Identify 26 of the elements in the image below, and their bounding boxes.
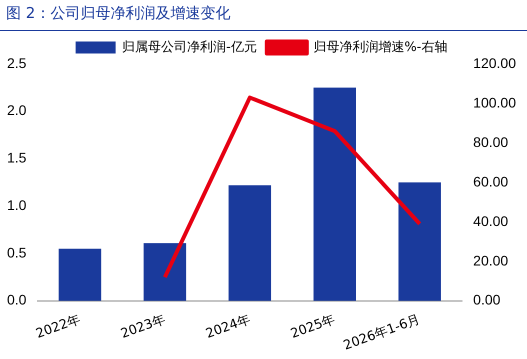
y-tick-label: 2.5 — [6, 54, 27, 71]
x-tick-label: 2026年1-6月 — [342, 312, 422, 354]
bar — [314, 88, 356, 301]
x-tick-label: 2023年 — [119, 312, 168, 342]
legend-label: 归母净利润增速%-右轴 — [313, 40, 448, 55]
y-tick-label: 2.0 — [6, 102, 27, 118]
y-tick-label: 0.0 — [6, 292, 27, 308]
y-tick-label: 1.5 — [6, 150, 27, 166]
y-tick-label: 1.0 — [6, 196, 27, 213]
bar — [398, 182, 441, 301]
y2-tick-label: 120.00 — [473, 54, 516, 71]
bar — [58, 248, 102, 301]
legend-label: 归属母公司净利润-亿元 — [122, 40, 257, 55]
y2-tick-label: 40.00 — [473, 212, 508, 229]
y2-tick-label: 60.00 — [473, 173, 508, 190]
y2-tick-label: 80.00 — [473, 134, 508, 150]
x-tick-label: 2024年 — [204, 312, 252, 342]
chart-title: 图 2：公司归母净利润及增速变化 — [0, 0, 527, 31]
bar — [144, 243, 186, 301]
y2-tick-label: 0.00 — [473, 292, 501, 308]
y2-tick-label: 100.00 — [473, 94, 516, 110]
x-tick-label: 2022年 — [34, 312, 82, 342]
x-tick-label: 2025年 — [288, 312, 338, 342]
y-tick-label: 0.5 — [6, 244, 27, 260]
bar — [228, 185, 272, 301]
y2-tick-label: 20.00 — [473, 252, 508, 268]
